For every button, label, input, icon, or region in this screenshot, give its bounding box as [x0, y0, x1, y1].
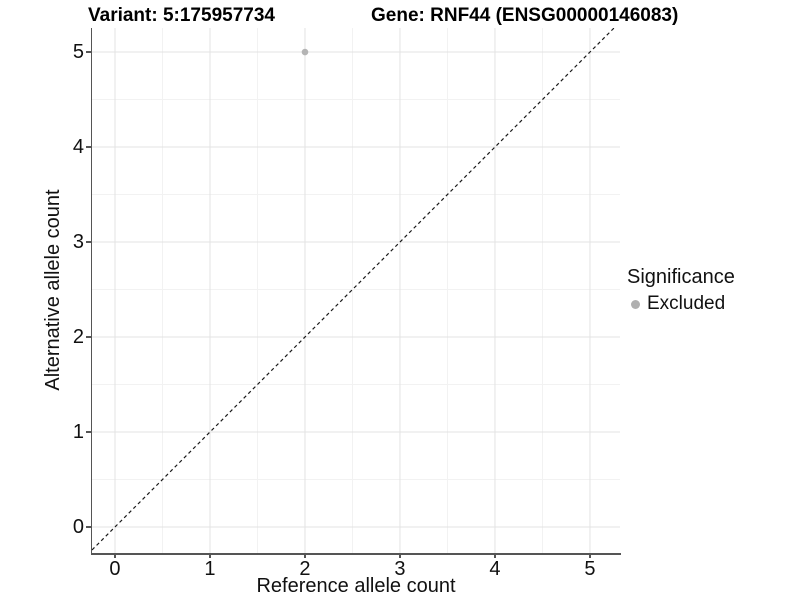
y-tick-mark [86, 146, 91, 148]
plot-canvas [92, 28, 620, 553]
legend: Significance Excluded [627, 266, 735, 315]
x-tick-label: 3 [394, 558, 406, 580]
data-point [301, 48, 309, 56]
y-tick-mark [86, 336, 91, 338]
x-tick-label: 1 [204, 558, 216, 580]
y-tick-label: 0 [72, 515, 84, 538]
y-axis-title: Alternative allele count [42, 189, 64, 391]
x-axis-title: Reference allele count [256, 575, 456, 597]
y-tick-label: 1 [72, 420, 84, 443]
legend-item-label: Excluded [647, 293, 726, 314]
plot-title-variant: Variant: 5:175957734 [88, 5, 275, 26]
x-tick-mark [304, 553, 306, 558]
y-tick-label: 3 [72, 231, 84, 253]
identity-line [92, 28, 615, 551]
y-tick-label: 4 [72, 136, 84, 159]
x-axis-line [90, 553, 621, 555]
x-tick-label: 2 [299, 558, 311, 580]
plot-panel [92, 28, 620, 553]
y-tick-label: 5 [72, 41, 84, 64]
x-tick-mark [209, 553, 211, 558]
x-tick-label: 4 [489, 558, 501, 580]
y-tick-mark [86, 431, 91, 433]
x-tick-mark [589, 553, 591, 558]
legend-item-excluded: Excluded [631, 293, 735, 315]
x-tick-mark [494, 553, 496, 558]
y-tick-mark [86, 241, 91, 243]
legend-title: Significance [627, 266, 735, 288]
plot-title-gene: Gene: RNF44 (ENSG00000146083) [371, 5, 679, 26]
x-tick-label: 0 [109, 558, 121, 580]
y-tick-mark [86, 51, 91, 53]
y-axis-line [90, 28, 92, 555]
y-tick-label: 2 [72, 325, 84, 348]
x-tick-mark [114, 553, 116, 558]
legend-marker-dot-icon [631, 299, 640, 309]
y-tick-mark [86, 526, 91, 528]
x-tick-mark [399, 553, 401, 558]
x-tick-label: 5 [584, 558, 596, 580]
